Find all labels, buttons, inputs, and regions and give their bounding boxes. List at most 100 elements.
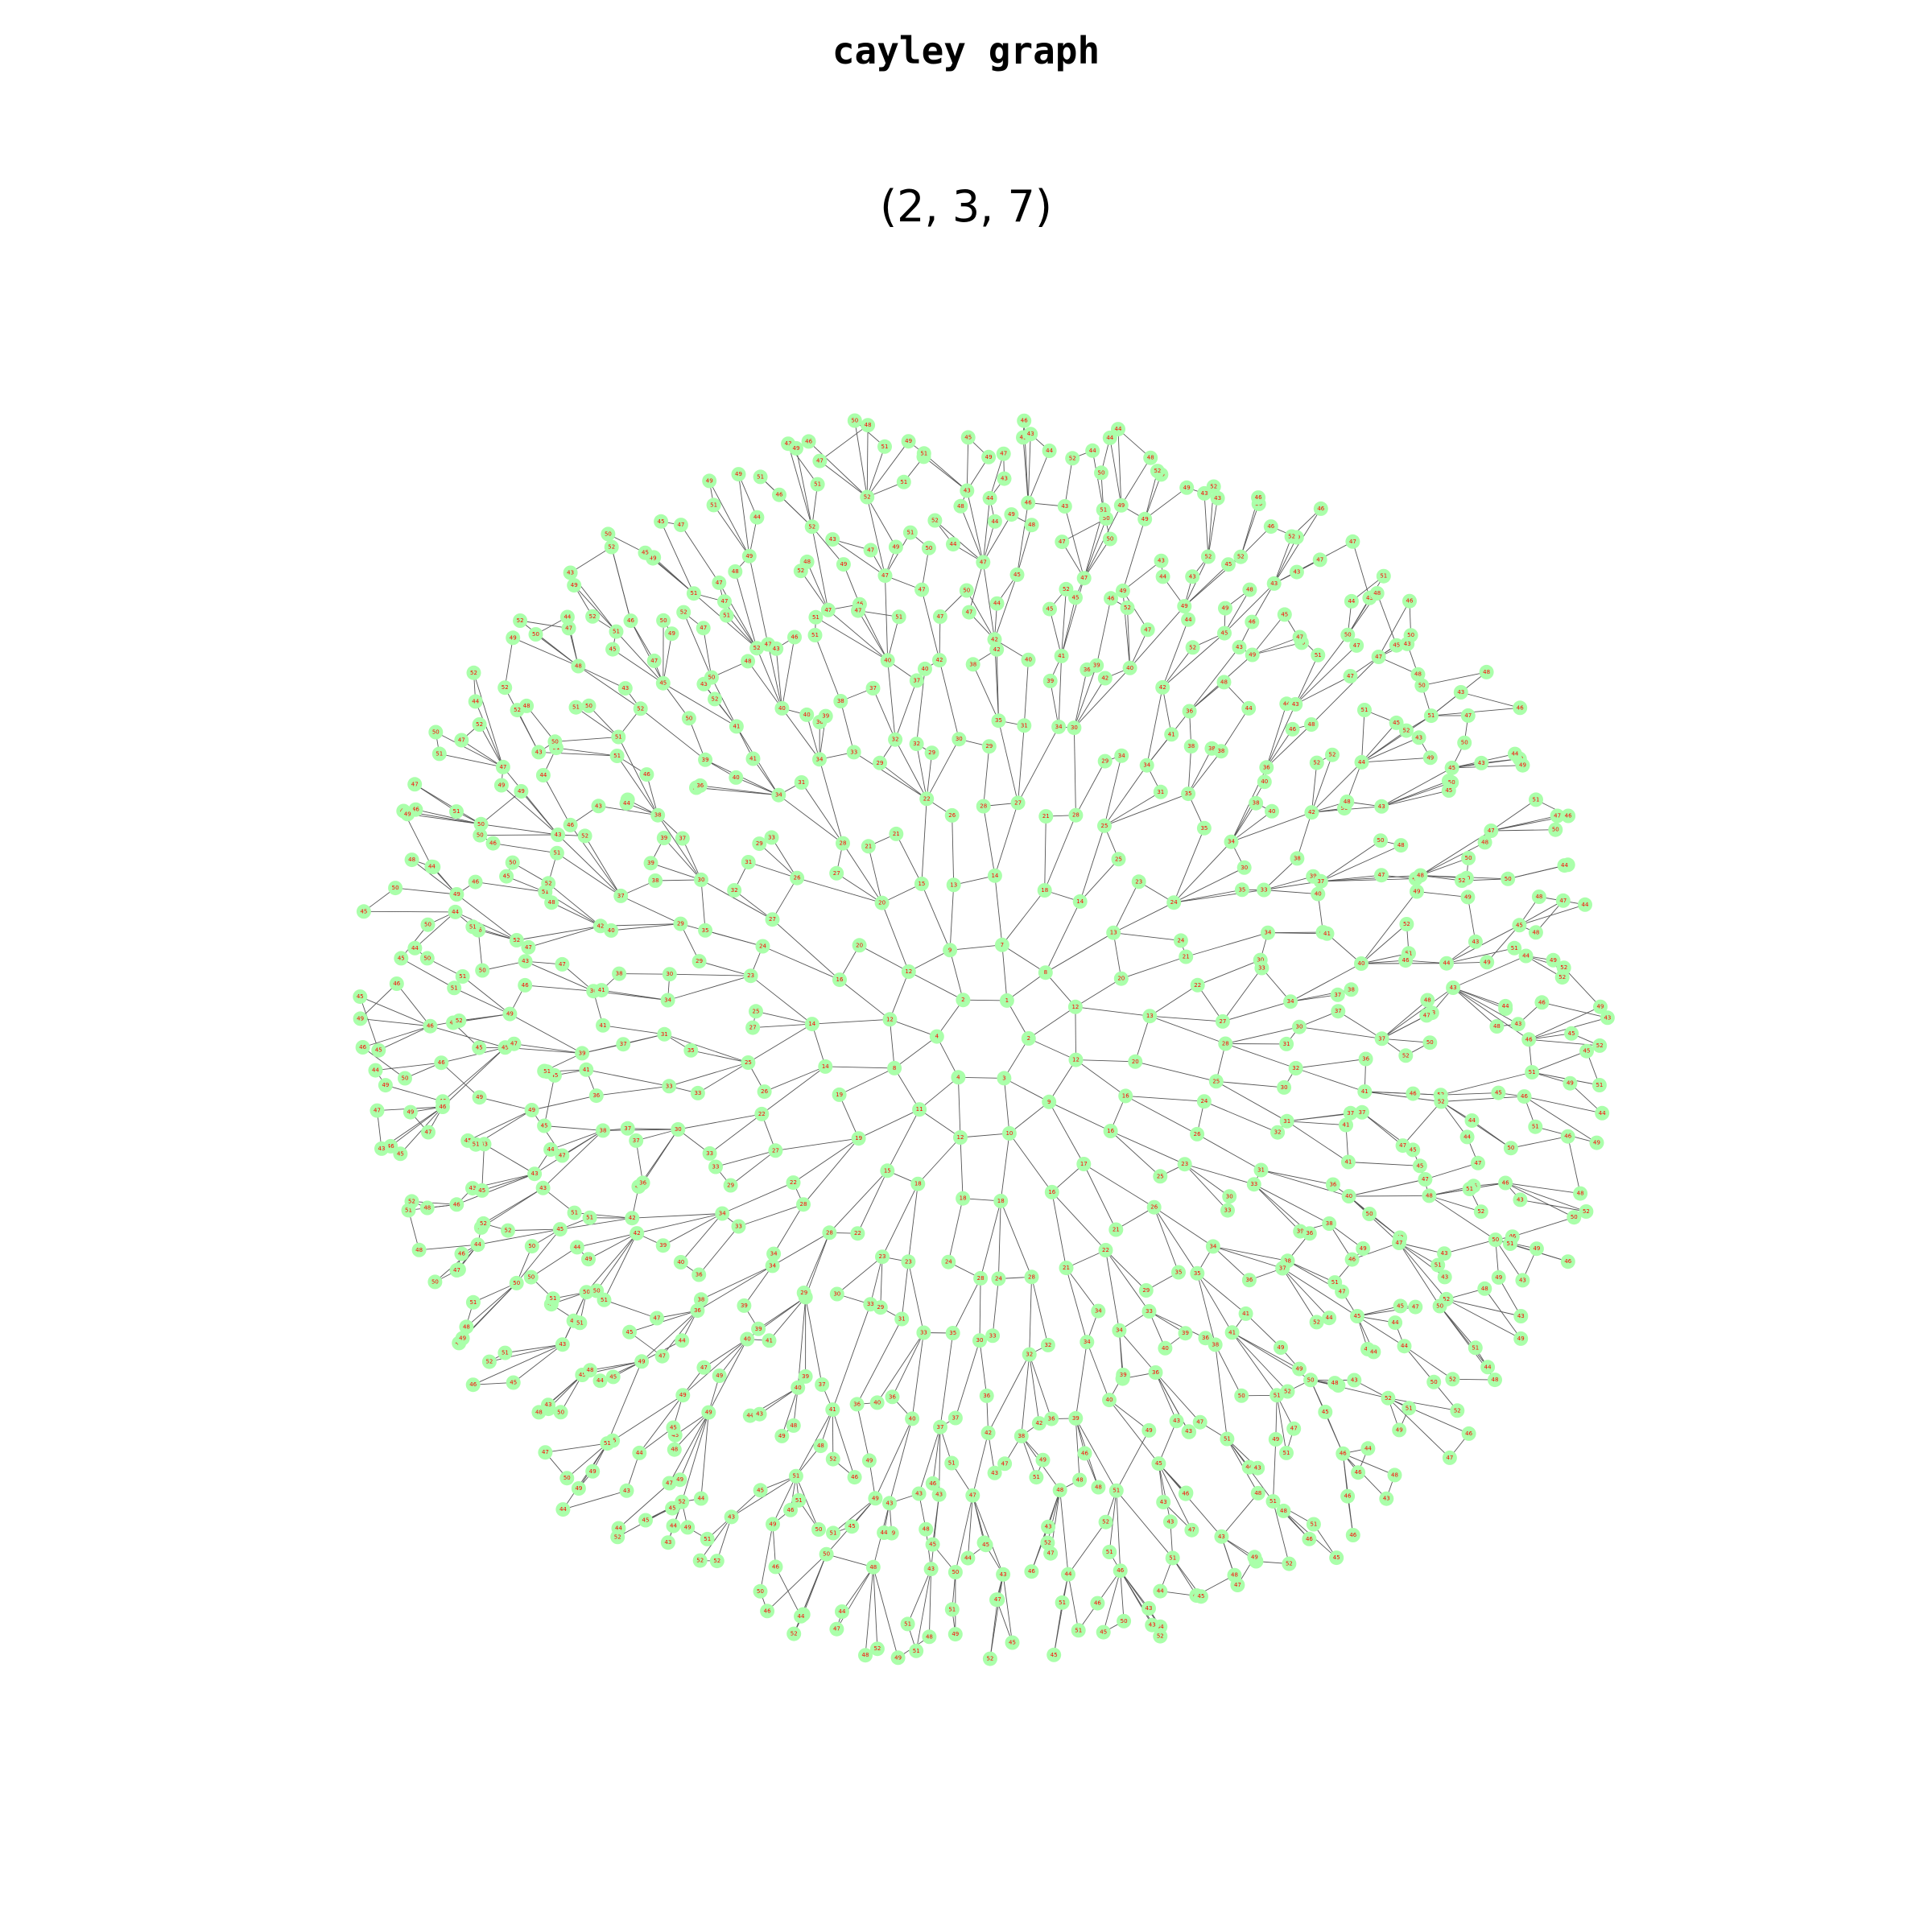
node-label: 48 (923, 1526, 930, 1533)
graph-edge (1282, 1268, 1318, 1323)
node-label: 45 (1410, 1146, 1417, 1153)
node-label: 49 (1183, 485, 1191, 491)
node-label: 51 (948, 1460, 956, 1467)
node-label: 40 (744, 1336, 751, 1343)
graph-edge (920, 882, 951, 951)
graph-edge (914, 1569, 932, 1652)
graph-edge (1343, 1453, 1396, 1476)
node-label: 43 (1173, 1418, 1180, 1424)
graph-edge (1402, 1101, 1442, 1146)
node-label: 12 (1072, 1057, 1080, 1063)
node-label: 31 (1283, 1041, 1290, 1047)
node-label: 7 (1001, 942, 1004, 948)
graph-edge (481, 1143, 488, 1191)
node-label: 35 (949, 1330, 956, 1336)
graph-edge (661, 1310, 698, 1357)
graph-edge (747, 555, 769, 645)
graph-edge (1162, 632, 1225, 688)
node-label: 42 (1159, 684, 1166, 691)
node-label: 50 (952, 1569, 959, 1575)
graph-edge (839, 700, 855, 753)
graph-edge (770, 836, 798, 878)
node-label: 48 (862, 1652, 869, 1658)
graph-edge (1158, 1421, 1178, 1465)
node-label: 46 (643, 771, 650, 778)
graph-edge (460, 739, 504, 768)
graph-edge (885, 531, 911, 576)
graph-node (755, 939, 770, 954)
graph-edge (359, 996, 431, 1027)
node-label: 39 (1120, 1372, 1127, 1378)
graph-edge (1225, 1025, 1300, 1044)
graph-edge (526, 705, 555, 742)
node-label: 36 (853, 1401, 861, 1407)
graph-node (745, 1020, 761, 1035)
node-label: 41 (733, 723, 740, 729)
node-label: 51 (571, 1210, 578, 1216)
graph-edge (780, 1387, 799, 1437)
node-label: 49 (1141, 516, 1149, 522)
graph-edge (668, 971, 751, 978)
graph-edge (407, 811, 481, 825)
node-label: 43 (559, 1341, 566, 1348)
node-label: 26 (794, 875, 801, 881)
graph-edge (800, 570, 829, 611)
graph-edge (1049, 1101, 1112, 1132)
graph-node (662, 967, 677, 982)
node-label: 44 (472, 698, 479, 704)
graph-node (1171, 1265, 1186, 1280)
node-label: 52 (614, 1534, 621, 1540)
node-label: 45 (1393, 720, 1400, 726)
graph-edge (584, 835, 621, 897)
node-label: 47 (1412, 1304, 1419, 1311)
node-label: 28 (1222, 1041, 1229, 1047)
graph-edge (1519, 900, 1564, 926)
node-label: 51 (459, 973, 466, 980)
graph-edge (618, 970, 670, 977)
node-label: 52 (1454, 1407, 1461, 1414)
node-label: 31 (1257, 1167, 1265, 1174)
node-label: 22 (923, 795, 931, 802)
node-label: 45 (375, 1047, 382, 1054)
graph-edge (660, 520, 695, 594)
node-label: 49 (684, 1524, 691, 1530)
graph-edge (1286, 1121, 1347, 1129)
node-label: 37 (633, 1137, 640, 1144)
node-label: 43 (1604, 1014, 1611, 1021)
graph-edge (411, 859, 457, 895)
graph-edge (873, 1567, 900, 1659)
graph-node (673, 916, 688, 931)
node-label: 49 (1181, 603, 1188, 609)
node-label: 43 (378, 1146, 386, 1152)
graph-edge (516, 1228, 561, 1284)
node-label: 49 (357, 1015, 364, 1022)
node-label: 43 (1218, 1534, 1225, 1540)
graph-edge (1154, 1207, 1180, 1274)
node-label: 43 (773, 646, 780, 652)
graph-node (994, 937, 1009, 952)
graph-node (887, 1060, 902, 1075)
graph-edge (1446, 1298, 1522, 1340)
node-label: 50 (1492, 1236, 1499, 1243)
graph-node (991, 1271, 1006, 1286)
node-label: 52 (637, 705, 644, 712)
graph-edge (971, 1432, 989, 1496)
graph-edge (1429, 1195, 1496, 1241)
graph-edge (687, 717, 706, 760)
graph-edge (585, 1232, 638, 1293)
node-label: 50 (528, 1243, 535, 1249)
graph-node (832, 1087, 847, 1102)
node-label: 41 (583, 1067, 590, 1073)
graph-node (882, 1012, 898, 1027)
graph-node (1042, 1094, 1057, 1109)
node-label: 48 (869, 1564, 877, 1571)
node-label: 49 (382, 1082, 389, 1088)
graph-node (833, 694, 848, 708)
graph-edge (1105, 1249, 1147, 1291)
graph-edge (589, 1360, 642, 1373)
node-label: 50 (564, 1475, 571, 1481)
graph-edge (1360, 890, 1418, 964)
graph-edge (819, 424, 869, 461)
node-label: 46 (1094, 1600, 1101, 1607)
graph-edge (982, 497, 993, 563)
